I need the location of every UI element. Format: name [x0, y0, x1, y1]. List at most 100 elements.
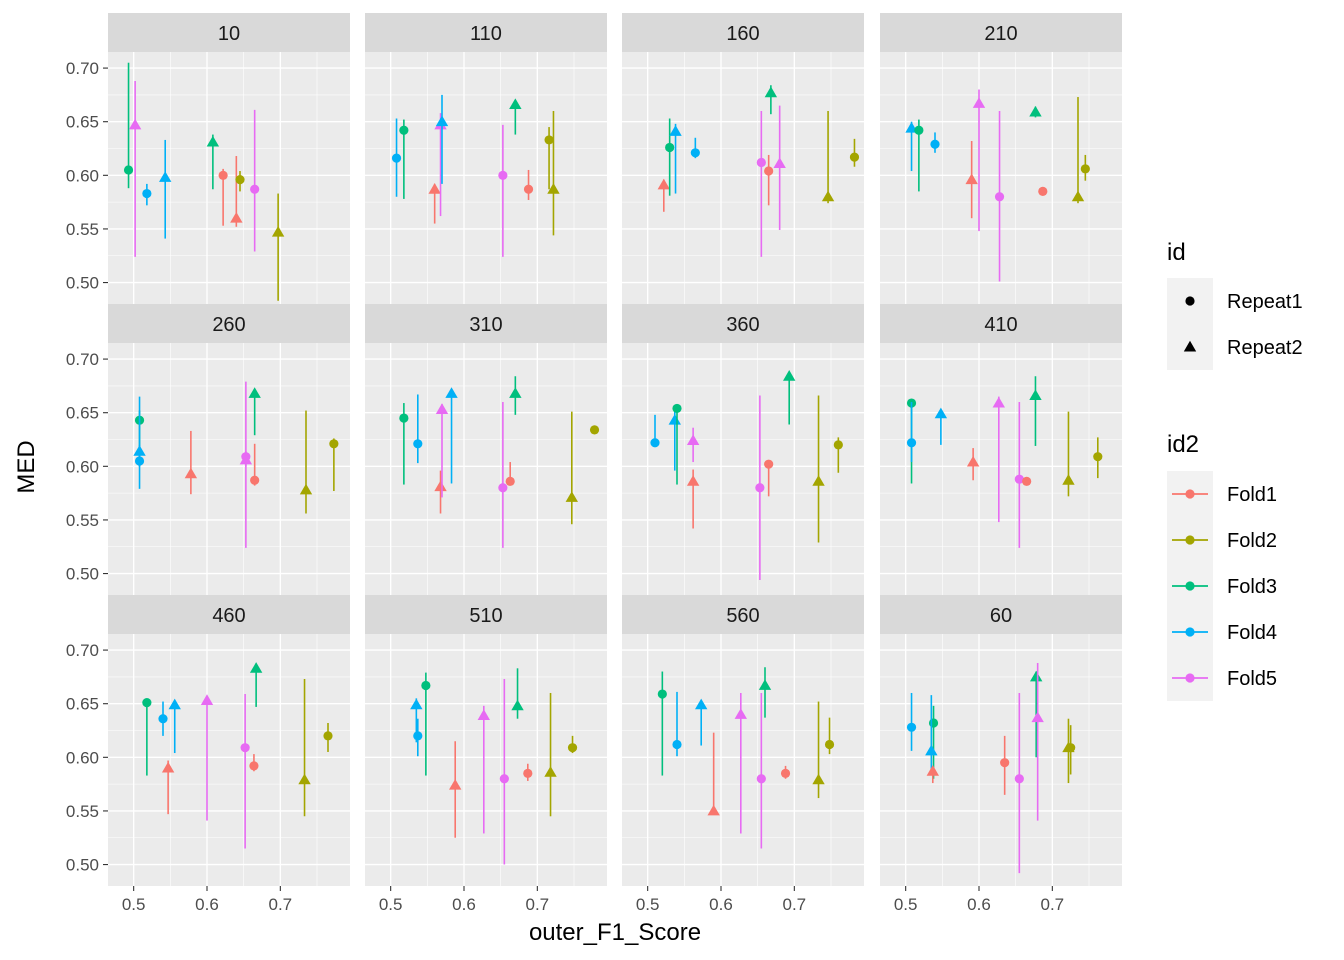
data-point-circle: [690, 148, 700, 158]
data-point-circle: [523, 184, 534, 194]
data-point-circle: [764, 166, 774, 176]
y-tick-label: 0.60: [66, 457, 99, 476]
data-point-circle: [249, 761, 259, 771]
x-axis-title: outer_F1_Score: [529, 919, 701, 946]
data-point-circle: [240, 743, 250, 753]
data-point-circle: [544, 135, 554, 145]
y-tick-label: 0.60: [66, 166, 99, 185]
legend: id Repeat1 Repeat2 id2 Fold1 Fold2 Fold3 Fold4 F…: [1167, 239, 1303, 701]
data-point-triangle: [434, 480, 447, 492]
facet-panel: 560: [622, 595, 864, 886]
facet-panel: 60: [880, 595, 1122, 886]
data-point-circle: [498, 483, 508, 493]
data-point-circle: [323, 731, 333, 741]
data-point-triangle: [1031, 711, 1044, 723]
data-point-circle: [505, 476, 515, 486]
data-point-triangle: [1029, 105, 1042, 117]
data-point-circle: [1080, 164, 1090, 174]
data-point-circle: [756, 157, 766, 168]
panel-background: [108, 343, 350, 595]
data-point-circle: [218, 170, 228, 180]
legend-label: Fold4: [1227, 622, 1277, 644]
data-point-circle: [657, 689, 667, 699]
data-point-circle: [523, 768, 533, 779]
facet-panel: 310: [365, 304, 607, 595]
y-axis-title: MED: [13, 440, 40, 493]
panel-background: [880, 343, 1122, 595]
legend-title-color: id2: [1167, 431, 1199, 458]
legend-label: Fold3: [1227, 576, 1277, 598]
facet-strip-label: 310: [469, 314, 502, 336]
facet-strip: [622, 13, 864, 52]
y-tick-label: 0.65: [66, 113, 99, 132]
y-tick-label: 0.50: [66, 565, 99, 584]
data-point-triangle: [565, 491, 578, 502]
facet-strip-label: 260: [212, 314, 245, 336]
facet-strip-label: 360: [726, 314, 759, 336]
data-point-triangle: [734, 708, 747, 719]
legend-color-dot: [1185, 489, 1195, 499]
facet-strip: [108, 13, 350, 52]
facet-strip-label: 110: [470, 23, 502, 45]
data-point-circle: [589, 425, 600, 435]
legend-label: Fold1: [1227, 484, 1277, 506]
data-point-triangle: [669, 125, 682, 136]
data-point-circle: [755, 483, 765, 493]
data-point-triangle: [298, 773, 311, 785]
data-point-triangle: [547, 183, 560, 194]
data-point-circle: [241, 452, 251, 462]
facet-strip: [880, 304, 1122, 343]
data-point-circle: [142, 188, 152, 199]
panel-background: [622, 634, 864, 886]
data-point-circle: [421, 680, 431, 691]
y-tick-label: 0.55: [66, 511, 99, 530]
legend-triangle-icon: [1183, 340, 1197, 352]
facet-strip: [108, 304, 350, 343]
data-point-triangle: [812, 773, 825, 785]
legend-color-dot: [1185, 535, 1195, 545]
data-point-triangle: [509, 98, 522, 110]
data-point-triangle: [686, 475, 700, 486]
y-tick-label: 0.70: [66, 59, 99, 78]
data-point-circle: [1038, 186, 1048, 197]
data-point-triangle: [435, 115, 449, 127]
y-tick-label: 0.65: [66, 695, 99, 714]
facet-panel: 260: [108, 304, 350, 595]
data-point-triangle: [271, 225, 285, 237]
data-point-triangle: [477, 709, 490, 720]
facet-panel: 460: [108, 595, 350, 886]
legend-color-dot: [1185, 581, 1195, 591]
data-point-triangle: [161, 761, 175, 773]
facet-strip: [880, 595, 1122, 634]
data-point-circle: [928, 718, 939, 728]
panel-background: [365, 634, 607, 886]
legend-title-shape: id: [1167, 239, 1186, 266]
data-point-circle: [1014, 474, 1024, 484]
panel-background: [622, 343, 864, 595]
data-point-triangle: [934, 407, 948, 419]
data-point-triangle: [925, 744, 938, 756]
legend-circle-icon: [1185, 296, 1195, 306]
data-point-circle: [672, 739, 682, 750]
x-tick-label: 0.6: [452, 895, 476, 914]
data-point-triangle: [966, 455, 980, 467]
panel-background: [622, 52, 864, 304]
facet-strip: [365, 304, 607, 343]
data-point-circle: [235, 175, 245, 185]
data-point-triangle: [184, 467, 198, 479]
y-tick-label: 0.70: [66, 641, 99, 660]
data-point-circle: [906, 438, 917, 448]
y-tick-label: 0.55: [66, 220, 99, 239]
data-point-circle: [665, 142, 675, 153]
facet-strip-label: 460: [212, 605, 245, 627]
data-point-triangle: [783, 370, 796, 381]
data-point-triangle: [965, 173, 978, 185]
data-point-circle: [250, 475, 260, 485]
facet-strip-label: 560: [726, 605, 759, 627]
data-point-circle: [833, 440, 843, 450]
legend-label: Repeat1: [1227, 291, 1303, 313]
data-point-triangle: [764, 86, 778, 98]
y-tick-label: 0.65: [66, 404, 99, 423]
panel-background: [365, 52, 607, 304]
data-point-triangle: [445, 387, 458, 398]
